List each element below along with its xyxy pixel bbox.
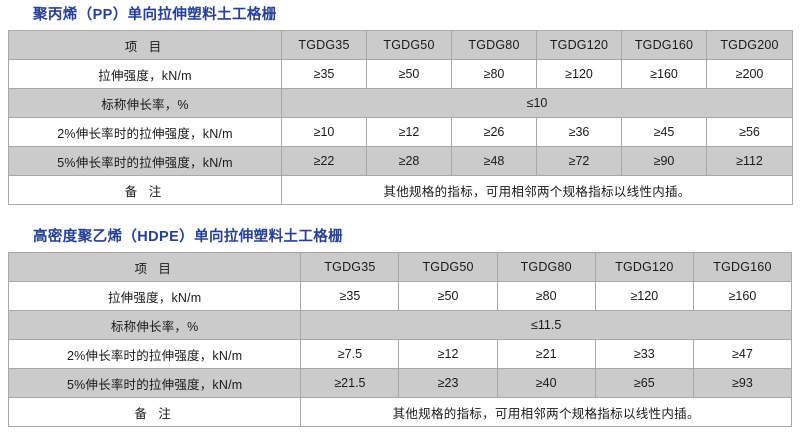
- cell-value: ≥80: [496, 281, 596, 311]
- spec-section-pp: 聚丙烯（PP）单向拉伸塑料土工格栅 项 目 TGDG35 TGDG50 TGDG…: [0, 0, 800, 205]
- cell-value: ≥72: [536, 146, 622, 176]
- spec-section-hdpe: 高密度聚乙烯（HDPE）单向拉伸塑料土工格栅 项 目 TGDG35 TGDG50…: [0, 222, 800, 427]
- table-remark-row: 备 注 其他规格的指标，可用相邻两个规格指标以线性内插。: [7, 397, 792, 427]
- cell-value: ≥12: [398, 339, 498, 369]
- cell-value: ≥12: [366, 117, 452, 147]
- column-header-tgdg120: TGDG120: [594, 252, 694, 282]
- cell-value: ≥50: [398, 281, 498, 311]
- column-header-item: 项 目: [8, 30, 282, 60]
- table-row: 拉伸强度，kN/m ≥35 ≥50 ≥80 ≥120 ≥160 ≥200: [8, 59, 793, 89]
- cell-value: ≥28: [366, 146, 452, 176]
- column-header-tgdg80: TGDG80: [496, 252, 596, 282]
- row-label-strength-at-2pct: 2%伸长率时的拉伸强度，kN/m: [7, 339, 302, 369]
- cell-value: ≥35: [281, 59, 367, 89]
- table-row: 5%伸长率时的拉伸强度，kN/m ≥22 ≥28 ≥48 ≥72 ≥90 ≥11…: [8, 146, 793, 176]
- table-remark-row: 备 注 其他规格的指标，可用相邻两个规格指标以线性内插。: [8, 175, 793, 205]
- cell-value: ≥10: [281, 117, 367, 147]
- spec-table-pp: 项 目 TGDG35 TGDG50 TGDG80 TGDG120 TGDG160…: [8, 30, 793, 205]
- row-label-nominal-elongation: 标称伸长率，%: [7, 310, 302, 340]
- table-row: 2%伸长率时的拉伸强度，kN/m ≥10 ≥12 ≥26 ≥36 ≥45 ≥56: [8, 117, 793, 147]
- cell-value: ≥93: [692, 368, 793, 398]
- cell-value: ≥21.5: [300, 368, 400, 398]
- row-label-tensile-strength: 拉伸强度，kN/m: [8, 59, 282, 89]
- cell-value-span: ≤10: [281, 88, 793, 118]
- cell-value: ≥40: [496, 368, 596, 398]
- remark-text: 其他规格的指标，可用相邻两个规格指标以线性内插。: [281, 175, 793, 205]
- column-header-tgdg35: TGDG35: [281, 30, 367, 60]
- row-label-strength-at-5pct: 5%伸长率时的拉伸强度，kN/m: [7, 368, 302, 398]
- table-row: 5%伸长率时的拉伸强度，kN/m ≥21.5 ≥23 ≥40 ≥65 ≥93: [7, 368, 793, 398]
- column-header-item: 项 目: [7, 252, 302, 282]
- table-row: 拉伸强度，kN/m ≥35 ≥50 ≥80 ≥120 ≥160: [7, 281, 793, 311]
- cell-value: ≥23: [398, 368, 498, 398]
- cell-value-span: ≤11.5: [300, 310, 792, 340]
- column-header-tgdg50: TGDG50: [366, 30, 452, 60]
- cell-value: ≥160: [621, 59, 707, 89]
- cell-value: ≥50: [366, 59, 452, 89]
- cell-value: ≥160: [692, 281, 793, 311]
- table-row: 2%伸长率时的拉伸强度，kN/m ≥7.5 ≥12 ≥21 ≥33 ≥47: [7, 339, 793, 369]
- table-row: 标称伸长率，% ≤11.5: [7, 310, 792, 340]
- cell-value: ≥35: [300, 281, 400, 311]
- cell-value: ≥200: [706, 59, 793, 89]
- section-title-pp: 聚丙烯（PP）单向拉伸塑料土工格栅: [33, 7, 277, 23]
- cell-value: ≥120: [536, 59, 622, 89]
- cell-value: ≥47: [692, 339, 793, 369]
- section-title-hdpe: 高密度聚乙烯（HDPE）单向拉伸塑料土工格栅: [33, 229, 344, 245]
- cell-value: ≥56: [706, 117, 793, 147]
- cell-value: ≥80: [451, 59, 537, 89]
- cell-value: ≥45: [621, 117, 707, 147]
- cell-value: ≥65: [594, 368, 694, 398]
- cell-value: ≥120: [594, 281, 694, 311]
- remark-text: 其他规格的指标，可用相邻两个规格指标以线性内插。: [300, 397, 792, 427]
- row-label-strength-at-2pct: 2%伸长率时的拉伸强度，kN/m: [8, 117, 282, 147]
- column-header-tgdg160: TGDG160: [692, 252, 793, 282]
- cell-value: ≥22: [281, 146, 367, 176]
- cell-value: ≥7.5: [300, 339, 400, 369]
- column-header-tgdg50: TGDG50: [398, 252, 498, 282]
- row-label-nominal-elongation: 标称伸长率，%: [8, 88, 282, 118]
- cell-value: ≥33: [594, 339, 694, 369]
- cell-value: ≥36: [536, 117, 622, 147]
- table-header-row: 项 目 TGDG35 TGDG50 TGDG80 TGDG120 TGDG160: [7, 252, 793, 282]
- cell-value: ≥48: [451, 146, 537, 176]
- column-header-tgdg120: TGDG120: [536, 30, 622, 60]
- column-header-tgdg160: TGDG160: [621, 30, 707, 60]
- cell-value: ≥90: [621, 146, 707, 176]
- row-label-remark: 备 注: [8, 175, 282, 205]
- cell-value: ≥26: [451, 117, 537, 147]
- cell-value: ≥21: [496, 339, 596, 369]
- column-header-tgdg200: TGDG200: [706, 30, 793, 60]
- table-row: 标称伸长率，% ≤10: [8, 88, 793, 118]
- row-label-remark: 备 注: [7, 397, 302, 427]
- table-wrapper-pp: 项 目 TGDG35 TGDG50 TGDG80 TGDG120 TGDG160…: [8, 30, 793, 205]
- spec-table-hdpe: 项 目 TGDG35 TGDG50 TGDG80 TGDG120 TGDG160…: [7, 252, 793, 427]
- column-header-tgdg80: TGDG80: [451, 30, 537, 60]
- column-header-tgdg35: TGDG35: [300, 252, 400, 282]
- cell-value: ≥112: [706, 146, 793, 176]
- row-label-tensile-strength: 拉伸强度，kN/m: [7, 281, 302, 311]
- table-wrapper-hdpe: 项 目 TGDG35 TGDG50 TGDG80 TGDG120 TGDG160…: [7, 252, 793, 427]
- table-header-row: 项 目 TGDG35 TGDG50 TGDG80 TGDG120 TGDG160…: [8, 30, 793, 60]
- row-label-strength-at-5pct: 5%伸长率时的拉伸强度，kN/m: [8, 146, 282, 176]
